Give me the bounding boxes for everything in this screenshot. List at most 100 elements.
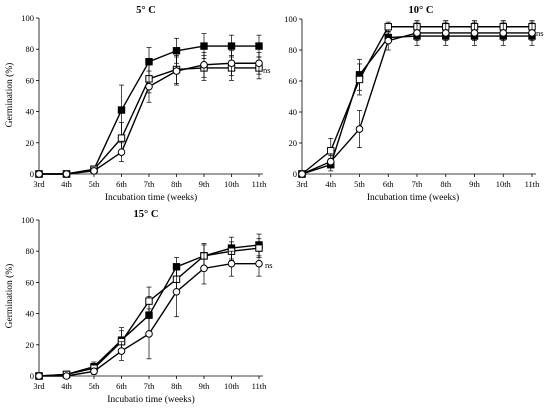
y-tick-label-5c: 100 <box>21 13 34 23</box>
data-point <box>145 82 153 91</box>
x-tick-label-15c: 11th <box>252 381 268 391</box>
x-tick-label-5c: 6th <box>116 179 128 189</box>
data-point <box>355 75 364 84</box>
x-tick-label-10c: 5th <box>354 179 366 189</box>
data-point <box>384 23 392 31</box>
x-tick-label-10c: 4th <box>325 179 337 189</box>
y-tick-label-15c: 40 <box>26 309 35 319</box>
x-axis-title-5c: Incubation time (weeks) <box>105 192 197 203</box>
data-point <box>255 42 263 50</box>
data-point <box>227 259 236 268</box>
y-tick-label-5c: 40 <box>26 107 35 117</box>
x-tick-label-5c: 8th <box>171 179 183 189</box>
annotation-ns-5c: ns <box>263 65 271 75</box>
x-tick-label-10c: 8th <box>440 179 452 189</box>
data-point <box>145 57 153 66</box>
data-point <box>62 170 71 178</box>
data-point <box>145 297 153 305</box>
y-tick-label-10c: 20 <box>289 138 298 148</box>
data-point <box>90 167 98 175</box>
x-tick-label-15c: 7th <box>144 381 156 391</box>
data-point <box>172 67 181 75</box>
y-tick-label-5c: 80 <box>26 44 35 54</box>
x-tick-label-15c: 3rd <box>33 381 45 391</box>
data-point <box>172 287 181 296</box>
data-point <box>35 170 43 178</box>
x-axis-title-15c: Incubatio time (weeks) <box>107 394 195 405</box>
x-tick-label-10c: 7th <box>412 179 424 189</box>
x-tick-label-10c: 3rd <box>296 179 308 189</box>
data-point <box>255 59 263 68</box>
y-tick-label-15c: 0 <box>30 371 34 381</box>
data-point <box>255 244 263 252</box>
data-point <box>355 125 364 133</box>
x-tick-label-15c: 6th <box>116 381 128 391</box>
series-line <box>301 26 532 175</box>
chart-title-5c: 5° C <box>136 5 156 16</box>
data-point <box>117 106 126 114</box>
x-tick-label-10c: 6th <box>383 179 395 189</box>
y-tick-label-15c: 20 <box>26 340 35 350</box>
annotation-ns-10c: ns <box>536 28 544 38</box>
data-point <box>200 61 208 69</box>
y-tick-label-15c: 60 <box>26 277 35 287</box>
chart-panel-15c: 15° C Germination (%) Incubatio time (we… <box>4 209 273 405</box>
data-point <box>528 29 536 37</box>
y-tick-label-15c: 80 <box>26 246 35 256</box>
x-tick-label-15c: 4th <box>61 381 73 391</box>
x-tick-label-10c: 11th <box>525 179 541 189</box>
data-point <box>200 264 208 273</box>
x-tick-label-15c: 9th <box>199 381 211 391</box>
data-point <box>227 59 236 68</box>
data-point <box>35 372 43 380</box>
data-point <box>413 29 421 37</box>
chart-panel-10c: 10° C Incubation time (weeks) ns 0 20 40 60… <box>284 5 543 203</box>
data-point <box>298 170 306 178</box>
y-tick-label-10c: 0 <box>293 169 297 179</box>
x-tick-label-5c: 11th <box>252 179 268 189</box>
x-tick-label-15c: 10th <box>224 381 240 391</box>
series-open-circle-10c <box>298 20 536 178</box>
chart-title-15c: 15° C <box>134 209 159 220</box>
data-point <box>441 29 450 37</box>
x-tick-label-15c: 5th <box>89 381 101 391</box>
series-line <box>301 32 532 175</box>
chart-title-10c: 10° C <box>409 5 434 16</box>
y-tick-label-15c: 100 <box>21 215 34 225</box>
y-tick-label-10c: 60 <box>289 76 298 86</box>
data-point <box>255 259 263 268</box>
x-tick-label-10c: 10th <box>496 179 512 189</box>
x-tick-label-5c: 5th <box>89 179 101 189</box>
y-tick-label-5c: 0 <box>30 169 34 179</box>
data-point <box>499 29 508 37</box>
y-axis-title-5c: Germination (%) <box>4 63 15 128</box>
x-tick-label-5c: 7th <box>144 179 156 189</box>
x-tick-label-5c: 4th <box>61 179 73 189</box>
series-filled-square-5c <box>35 33 263 178</box>
annotation-ns-15c: ns <box>265 260 273 270</box>
data-point <box>200 42 208 50</box>
y-tick-label-5c: 60 <box>26 75 35 85</box>
x-axis-title-10c: Incubation time (weeks) <box>367 192 459 203</box>
data-point <box>117 347 126 355</box>
data-point <box>90 367 98 376</box>
data-point <box>384 36 393 45</box>
series-line <box>301 35 532 175</box>
x-tick-label-10c: 9th <box>469 179 481 189</box>
x-tick-label-5c: 9th <box>199 179 211 189</box>
data-point <box>117 134 126 142</box>
data-point <box>117 148 126 156</box>
chart-panel-5c: 5° C Germination (%) Incubation time (we… <box>4 5 271 203</box>
y-tick-label-10c: 40 <box>289 107 298 117</box>
data-point <box>145 330 153 338</box>
series-filled-square-10c <box>298 31 536 178</box>
series-open-circle-5c <box>35 50 263 178</box>
y-tick-label-10c: 80 <box>289 45 298 55</box>
data-point <box>326 157 335 166</box>
data-point <box>327 147 335 155</box>
data-point <box>470 29 479 37</box>
data-point <box>172 47 181 55</box>
x-tick-label-5c: 3rd <box>33 179 45 189</box>
series-open-circle-15c <box>35 250 263 380</box>
y-tick-label-10c: 100 <box>284 14 297 24</box>
